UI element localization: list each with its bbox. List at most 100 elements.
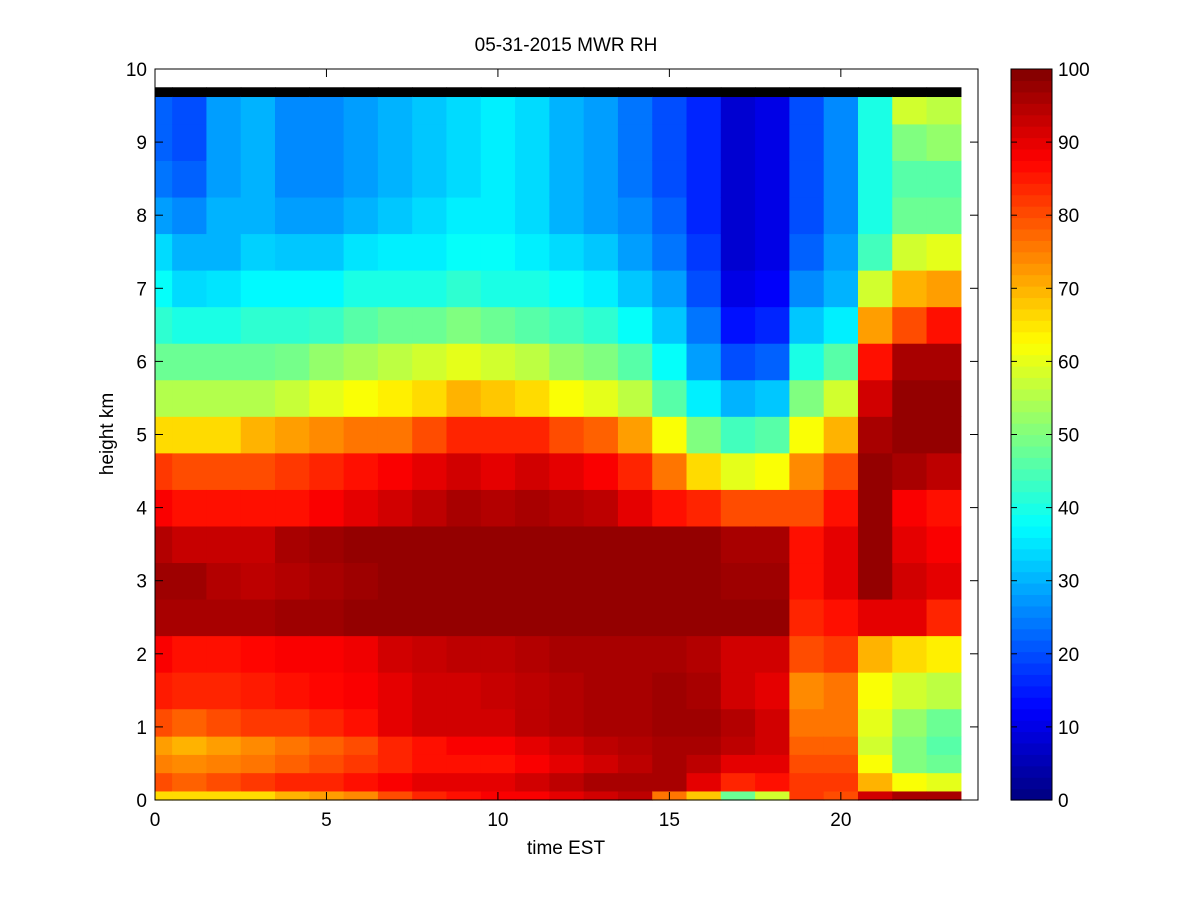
- heatmap-cell: [652, 416, 688, 454]
- heatmap-cell: [789, 754, 825, 774]
- heatmap-cell: [617, 270, 653, 308]
- heatmap-cell: [309, 736, 345, 755]
- heatmap-cell: [892, 160, 928, 198]
- heatmap-cell: [652, 233, 688, 271]
- heatmap-cell: [652, 708, 688, 737]
- heatmap-cell: [206, 790, 242, 801]
- heatmap-cell: [686, 754, 722, 774]
- colorbar-step: [1011, 640, 1052, 653]
- heatmap-cell: [823, 598, 859, 637]
- heatmap-cell: [343, 270, 379, 308]
- colorbar-step: [1011, 263, 1052, 276]
- heatmap-cell: [480, 123, 516, 161]
- heatmap-cell: [686, 379, 722, 417]
- heatmap-cell: [857, 772, 893, 792]
- heatmap-cell: [892, 343, 928, 381]
- heatmap-cell: [789, 635, 825, 673]
- heatmap-cell: [309, 672, 345, 710]
- colorbar-step: [1011, 514, 1052, 527]
- y-tick-label: 2: [136, 645, 147, 666]
- heatmap-cell: [275, 416, 310, 454]
- heatmap-cell: [172, 598, 208, 637]
- heatmap-cell: [309, 87, 345, 98]
- heatmap-cell: [583, 525, 619, 564]
- heatmap-cell: [549, 736, 585, 755]
- y-tick-label: 7: [136, 279, 147, 300]
- heatmap-cell: [343, 96, 379, 125]
- heatmap-cell: [172, 754, 208, 774]
- heatmap-cell: [755, 708, 790, 737]
- colorbar-step: [1011, 457, 1052, 470]
- heatmap-cell: [172, 196, 208, 235]
- heatmap-cell: [172, 379, 208, 417]
- heatmap-cell: [617, 416, 653, 454]
- heatmap-cell: [275, 160, 310, 198]
- x-tick-label: 15: [659, 810, 680, 831]
- heatmap-cell: [480, 270, 516, 308]
- colorbar-step: [1011, 605, 1052, 618]
- heatmap-cell: [892, 790, 928, 801]
- colorbar-step: [1011, 251, 1052, 264]
- heatmap-cell: [412, 87, 448, 98]
- heatmap-cell: [309, 772, 345, 792]
- heatmap-cell: [240, 123, 276, 161]
- heatmap-cell: [686, 736, 722, 755]
- heatmap-cell: [446, 343, 482, 381]
- heatmap-cell: [309, 343, 345, 381]
- heatmap-cell: [309, 160, 345, 198]
- heatmap-cell: [275, 754, 310, 774]
- heatmap-cell: [617, 598, 653, 637]
- heatmap-cell: [412, 790, 448, 801]
- heatmap-cell: [240, 790, 276, 801]
- heatmap-cell: [206, 772, 242, 792]
- heatmap-cell: [652, 160, 688, 198]
- heatmap-cell: [309, 306, 345, 344]
- heatmap-cell: [789, 452, 825, 490]
- heatmap-cell: [446, 416, 482, 454]
- heatmap-cell: [240, 343, 276, 381]
- heatmap-cell: [789, 123, 825, 161]
- x-tick-label: 10: [487, 810, 508, 831]
- heatmap-cell: [789, 379, 825, 417]
- heatmap-cell: [926, 123, 962, 161]
- heatmap-cell: [617, 160, 653, 198]
- heatmap-cell: [240, 598, 276, 637]
- colorbar-step: [1011, 731, 1052, 744]
- heatmap-cell: [823, 736, 859, 755]
- heatmap-cell: [343, 525, 379, 564]
- colorbar-tick-label: 10: [1058, 718, 1079, 739]
- heatmap-cell: [686, 452, 722, 490]
- heatmap-cell: [686, 562, 722, 600]
- heatmap-cell: [823, 343, 859, 381]
- heatmap-cell: [617, 96, 653, 125]
- heatmap-cell: [412, 233, 448, 271]
- heatmap-cell: [377, 708, 413, 737]
- heatmap-cell: [172, 525, 208, 564]
- heatmap-cell: [857, 562, 893, 600]
- heatmap-cell: [617, 790, 653, 801]
- heatmap-cell: [275, 87, 310, 98]
- heatmap-cell: [275, 598, 310, 637]
- heatmap-cell: [755, 790, 790, 801]
- colorbar-step: [1011, 777, 1052, 790]
- heatmap-cell: [926, 233, 962, 271]
- heatmap-cell: [720, 562, 756, 600]
- heatmap-cell: [155, 562, 173, 600]
- heatmap-cell: [343, 790, 379, 801]
- heatmap-cell: [686, 416, 722, 454]
- heatmap-cell: [720, 598, 756, 637]
- heatmap-cell: [857, 379, 893, 417]
- heatmap-cell: [857, 270, 893, 308]
- heatmap-cell: [857, 598, 893, 637]
- heatmap-cell: [480, 416, 516, 454]
- heatmap-cell: [343, 562, 379, 600]
- heatmap-cell: [789, 772, 825, 792]
- y-tick-label: 5: [136, 426, 147, 447]
- heatmap-cell: [240, 452, 276, 490]
- heatmap-cell: [412, 96, 448, 125]
- heatmap-cell: [823, 306, 859, 344]
- heatmap-cell: [583, 123, 619, 161]
- heatmap-cell: [343, 343, 379, 381]
- heatmap-cell: [515, 96, 550, 125]
- heatmap-cell: [309, 96, 345, 125]
